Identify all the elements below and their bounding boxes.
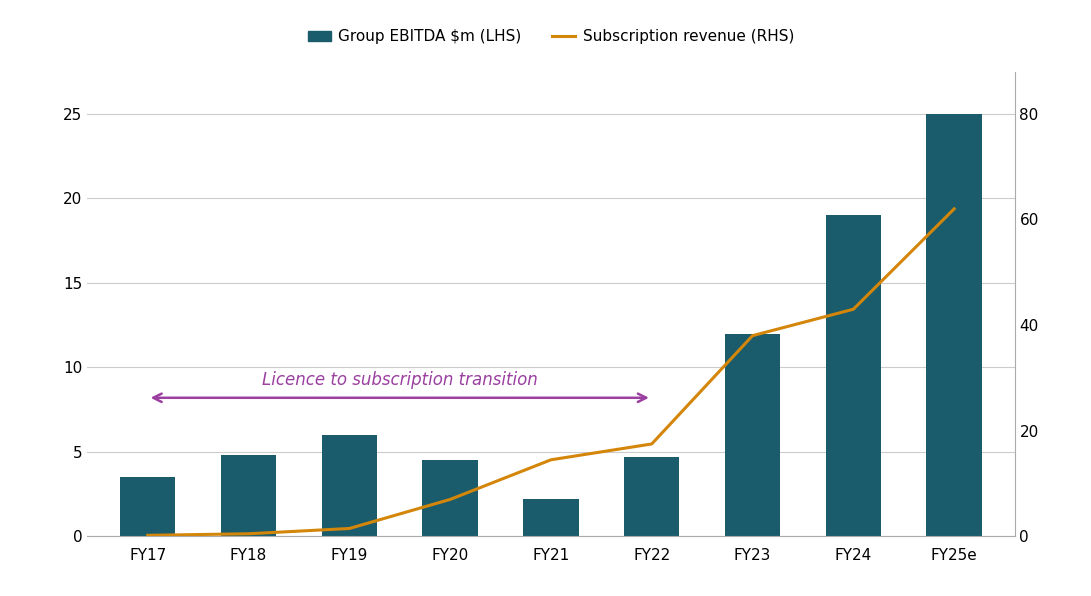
Bar bbox=[926, 114, 982, 536]
Bar bbox=[826, 215, 882, 536]
Legend: Group EBITDA $m (LHS), Subscription revenue (RHS): Group EBITDA $m (LHS), Subscription reve… bbox=[302, 23, 800, 51]
Bar bbox=[220, 455, 276, 536]
Bar bbox=[624, 457, 680, 536]
Bar bbox=[422, 460, 478, 536]
Bar bbox=[524, 499, 578, 536]
Bar bbox=[322, 435, 377, 536]
Bar bbox=[120, 477, 176, 536]
Text: Licence to subscription transition: Licence to subscription transition bbox=[262, 371, 538, 389]
Bar bbox=[724, 334, 780, 536]
